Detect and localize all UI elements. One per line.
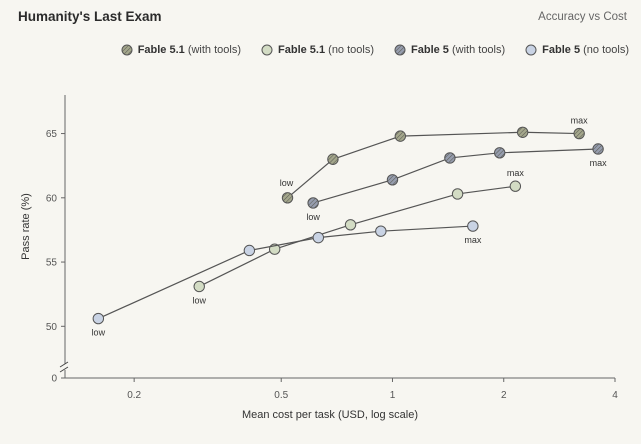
y-axis-break-icon — [59, 361, 70, 373]
data-point — [327, 153, 339, 165]
data-point — [92, 312, 105, 325]
data-point — [573, 127, 585, 140]
data-point — [394, 130, 407, 142]
data-point — [281, 192, 294, 204]
data-point — [312, 231, 325, 244]
legend-label: Fable 5.1 (with tools) — [137, 44, 242, 56]
x-tick-label: 0.5 — [274, 390, 288, 401]
point-label: low — [92, 328, 106, 338]
legend-label: Fable 5.1 (no tools) — [278, 44, 375, 56]
data-point — [592, 143, 604, 155]
data-point — [451, 188, 464, 200]
point-label: max — [590, 158, 608, 168]
legend-marker-icon — [261, 44, 273, 56]
legend-label: Fable 5 (no tools) — [542, 44, 629, 56]
data-point — [243, 244, 256, 257]
series-line — [287, 131, 580, 199]
series-0 — [281, 126, 585, 204]
data-point — [386, 174, 399, 186]
point-label: max — [507, 168, 525, 178]
data-point — [307, 197, 319, 209]
legend-item-fable-5-with-tools[interactable]: Fable 5 (with tools) — [394, 44, 505, 56]
legend-marker-icon — [525, 44, 537, 56]
y-tick-label: 50 — [46, 322, 58, 333]
y-tick-label: 55 — [46, 258, 58, 269]
series-line — [98, 225, 473, 320]
chart-title: Humanity's Last Exam — [18, 9, 162, 24]
data-point — [493, 147, 506, 159]
x-tick-label: 1 — [390, 390, 396, 401]
data-point — [375, 225, 387, 237]
point-label: max — [464, 235, 482, 245]
point-label: low — [192, 295, 206, 305]
x-axis-title: Mean cost per task (USD, log scale) — [242, 409, 418, 421]
legend-item-fable-5-no-tools[interactable]: Fable 5 (no tools) — [525, 44, 629, 56]
chart-legend: Fable 5.1 (with tools) Fable 5.1 (no too… — [121, 44, 629, 56]
x-tick-label: 2 — [501, 390, 507, 401]
series-2 — [307, 143, 604, 209]
data-point — [509, 180, 522, 192]
point-label: low — [280, 178, 294, 188]
y-tick-label: 65 — [46, 129, 58, 140]
chart-subtitle: Accuracy vs Cost — [538, 11, 627, 23]
series-3 — [92, 220, 479, 325]
legend-marker-icon — [121, 44, 133, 56]
y-tick-label: 0 — [51, 374, 57, 385]
y-axis-title: Pass rate (%) — [20, 193, 32, 260]
y-tick-label: 60 — [46, 193, 58, 204]
point-label: max — [571, 116, 589, 126]
data-point — [193, 280, 205, 293]
x-tick-label: 0.2 — [127, 390, 141, 401]
point-label: low — [306, 212, 320, 222]
x-tick-label: 4 — [612, 390, 618, 401]
data-point — [467, 220, 479, 232]
data-point — [444, 152, 456, 164]
data-point — [344, 219, 357, 231]
legend-item-fable-5-1-no-tools[interactable]: Fable 5.1 (no tools) — [261, 44, 374, 56]
data-point — [516, 126, 529, 138]
legend-label: Fable 5 (with tools) — [411, 44, 506, 56]
legend-item-fable-5-1-with-tools[interactable]: Fable 5.1 (with tools) — [121, 44, 241, 56]
legend-marker-icon — [394, 44, 406, 56]
